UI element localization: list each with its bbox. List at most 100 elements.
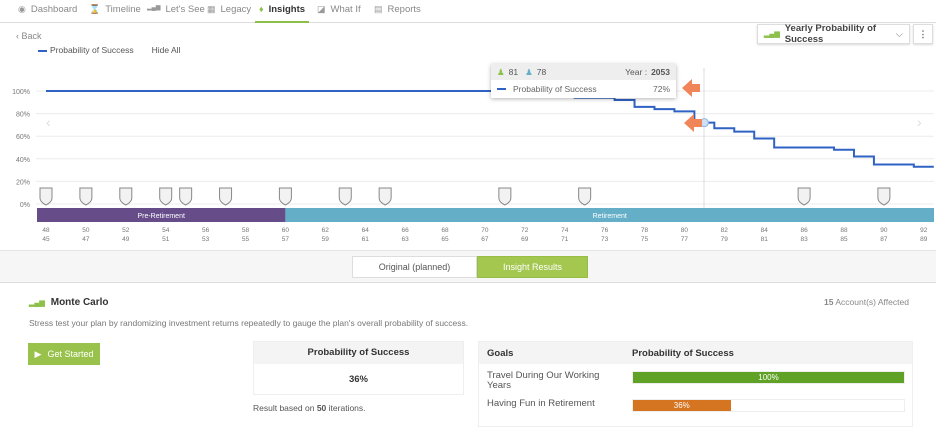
milestone-shield-icon xyxy=(219,187,233,206)
tab-timeline[interactable]: ⌛ Timeline xyxy=(85,4,145,23)
legacy-icon: ▦ xyxy=(207,4,216,14)
monte-carlo-heading: ▂▄▆ Monte Carlo xyxy=(29,297,109,308)
tooltip-series: Probability of Success xyxy=(513,84,597,94)
milestone-shield-icon xyxy=(119,187,133,206)
x-tick-age1: 58 xyxy=(242,227,250,234)
monte-carlo-description: Stress test your plan by randomizing inv… xyxy=(29,318,469,328)
goals-header: Goals xyxy=(487,348,514,359)
milestone-shield-icon xyxy=(79,187,93,206)
get-started-button[interactable]: ▶ Get Started xyxy=(28,343,100,365)
goal-progress-fill: 36% xyxy=(633,400,731,411)
x-tick-age1: 68 xyxy=(441,227,449,234)
x-tick-age1: 48 xyxy=(42,227,50,234)
person-icon: ♟ xyxy=(525,66,533,77)
x-tick-age1: 80 xyxy=(681,227,689,234)
series-line-icon xyxy=(497,88,506,90)
legend-item-probability[interactable]: Probability of Success xyxy=(38,45,134,55)
chevron-right-icon: › xyxy=(917,114,922,130)
milestone-shield-icon xyxy=(578,187,592,206)
annotation-arrow-icon xyxy=(684,114,702,132)
x-tick-age2: 77 xyxy=(681,236,689,243)
dropdown-value: Yearly Probability of Success xyxy=(784,23,877,45)
x-tick-age2: 89 xyxy=(920,236,928,243)
tab-legacy[interactable]: ▦ Legacy xyxy=(203,4,255,23)
dashboard-icon: ◉ xyxy=(18,4,26,14)
back-link[interactable]: ‹ Back xyxy=(16,31,42,41)
play-icon: ▶ xyxy=(34,348,42,359)
milestone-shield-icon xyxy=(179,187,193,206)
iter-suffix: iterations. xyxy=(328,403,366,413)
milestone-shield-icon xyxy=(877,187,891,206)
series-line-icon xyxy=(38,49,47,52)
x-tick-age2: 47 xyxy=(82,236,90,243)
phase-bar[interactable] xyxy=(285,208,934,222)
lightbulb-icon: ♦ xyxy=(259,4,264,14)
annotation-arrow-icon xyxy=(682,79,700,97)
goal-name: Having Fun in Retirement xyxy=(487,398,595,409)
x-tick-age2: 65 xyxy=(441,236,449,243)
iterations-count: 50 xyxy=(316,403,327,413)
probability-header: Probability of Success xyxy=(254,342,463,364)
iter-prefix: Result based on xyxy=(253,403,315,413)
tooltip-value: 72% xyxy=(652,84,670,94)
x-tick-age2: 69 xyxy=(521,236,529,243)
x-tick-age2: 85 xyxy=(840,236,848,243)
x-tick-age2: 75 xyxy=(641,236,649,243)
x-tick-age2: 73 xyxy=(601,236,609,243)
back-label: Back xyxy=(21,31,42,41)
monte-carlo-title: Monte Carlo xyxy=(50,297,109,308)
y-tick-label: 100% xyxy=(12,89,30,96)
x-tick-age2: 45 xyxy=(42,236,50,243)
person-icon: ♟ xyxy=(497,66,505,77)
milestone-shield-icon xyxy=(338,187,352,206)
x-tick-age1: 56 xyxy=(202,227,210,234)
goal-name: Travel During Our Working Years xyxy=(487,370,600,391)
milestone-shield-icon xyxy=(498,187,512,206)
x-tick-age1: 82 xyxy=(721,227,729,234)
x-tick-age2: 57 xyxy=(282,236,290,243)
x-tick-age1: 86 xyxy=(800,227,808,234)
tab-what-if[interactable]: ◪ What If xyxy=(313,4,365,23)
x-tick-age2: 59 xyxy=(322,236,330,243)
tab-dashboard[interactable]: ◉ Dashboard xyxy=(14,4,81,23)
person1-age: 81 xyxy=(508,67,519,77)
more-options-button[interactable]: ⋮ xyxy=(913,24,933,44)
x-tick-age2: 55 xyxy=(242,236,250,243)
tab-label: Let's See xyxy=(165,4,205,15)
get-started-label: Get Started xyxy=(47,349,94,359)
chat-icon: ◪ xyxy=(317,4,326,14)
original-planned-button[interactable]: Original (planned) xyxy=(352,256,477,278)
iterations-note: Result based on 50 iterations. xyxy=(253,403,366,413)
goal-progress-bar: 36% xyxy=(632,399,905,412)
milestone-shield-icon xyxy=(378,187,392,206)
chart-type-dropdown[interactable]: ▂▄▆ Yearly Probability of Success ⌵ xyxy=(757,23,910,45)
tab-label: What If xyxy=(330,4,361,15)
legend-label: Probability of Success xyxy=(50,45,134,55)
accounts-count: 15 xyxy=(824,297,834,307)
bar-chart-icon: ▂▄▆ xyxy=(764,31,780,38)
hide-all-link[interactable]: Hide All xyxy=(151,45,181,55)
x-tick-age2: 87 xyxy=(880,236,888,243)
tab-reports[interactable]: ▤ Reports xyxy=(370,4,425,23)
y-tick-label: 0% xyxy=(20,202,30,209)
x-tick-age1: 52 xyxy=(122,227,130,234)
x-tick-age1: 92 xyxy=(920,227,928,234)
tab-insights[interactable]: ♦ Insights xyxy=(255,4,310,23)
tab-label: Legacy xyxy=(220,4,252,15)
x-tick-age1: 88 xyxy=(840,227,848,234)
hourglass-icon: ⌛ xyxy=(89,4,101,14)
probability-value: 36% xyxy=(348,374,368,385)
tab-let-s-see[interactable]: ▂▄▆ Let's See xyxy=(143,4,209,23)
phase-bar[interactable] xyxy=(37,208,286,222)
y-tick-label: 80% xyxy=(16,112,30,119)
x-tick-age1: 50 xyxy=(82,227,90,234)
insight-results-button[interactable]: Insight Results xyxy=(477,256,588,278)
goals-table: Goals Probability of Success Travel Durin… xyxy=(478,341,913,427)
top-nav: ◉ Dashboard ⌛ Timeline ▂▄▆ Let's See ▦ Legacy ♦ I… xyxy=(0,0,936,23)
chevron-down-icon: ⌵ xyxy=(895,28,903,40)
tab-label: Dashboard xyxy=(30,4,78,15)
y-tick-label: 60% xyxy=(16,134,30,141)
bar-chart-icon: ▂▄▆ xyxy=(29,299,45,307)
tab-label: Insights xyxy=(268,4,306,15)
phase-label: Pre-Retirement xyxy=(137,213,185,220)
